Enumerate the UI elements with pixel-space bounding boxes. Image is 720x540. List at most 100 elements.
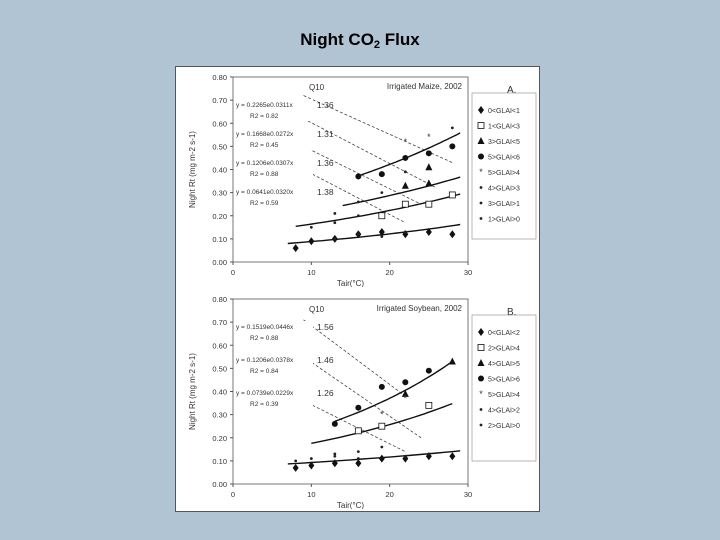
title-end: Flux <box>380 30 420 49</box>
fit-curve <box>342 176 461 207</box>
data-point <box>401 200 409 208</box>
equation-background <box>235 157 313 179</box>
data-point <box>378 454 385 463</box>
x-tick-label: 30 <box>464 268 472 277</box>
data-point <box>403 230 407 234</box>
data-point <box>380 191 384 195</box>
data-point <box>425 200 433 208</box>
data-point: * <box>380 410 384 420</box>
data-point <box>450 126 454 130</box>
x-axis-label: Tair(°C) <box>337 501 365 509</box>
legend-label: 3>GLAI>1 <box>488 201 520 208</box>
fit-r-squared: R2 = 0.39 <box>250 401 279 408</box>
fit-equation: y = 0.2265e0.0311x <box>236 102 294 109</box>
equation-background <box>235 321 313 343</box>
equation-background <box>235 387 313 409</box>
data-point <box>378 171 385 178</box>
fit-equation: y = 0.0739e0.0229x <box>236 390 294 397</box>
data-point <box>378 422 386 430</box>
data-point <box>333 454 337 458</box>
data-point <box>477 344 485 351</box>
data-point <box>355 459 362 468</box>
fit-r-squared: R2 = 0.82 <box>250 113 279 120</box>
x-tick-label: 0 <box>231 268 235 277</box>
data-point <box>294 459 298 463</box>
data-point <box>333 221 337 225</box>
panel-letter: B. <box>507 307 516 318</box>
q10-guide-line <box>303 400 406 452</box>
data-point <box>333 212 337 215</box>
y-tick-label: 0.10 <box>212 457 227 466</box>
data-point <box>425 179 433 187</box>
equation-background <box>235 128 313 150</box>
data-point: * <box>404 393 408 403</box>
y-tick-label: 0.70 <box>212 318 227 327</box>
q10-value: 1.36 <box>317 100 334 110</box>
y-tick-label: 0.80 <box>212 295 227 304</box>
q10-value: 1.46 <box>317 355 334 365</box>
data-point <box>402 379 409 386</box>
q10-guide-line <box>303 169 406 224</box>
data-point <box>479 423 483 427</box>
data-point <box>401 181 409 189</box>
fit-equation: y = 0.1206e0.0378x <box>236 357 294 364</box>
legend-label: 4>GLAI>5 <box>488 361 520 368</box>
equation-background <box>235 186 313 208</box>
data-point: * <box>479 389 483 399</box>
q10-guide-line <box>303 118 437 189</box>
data-point <box>449 452 456 461</box>
legend-label: 5>GLAI>4 <box>488 392 520 399</box>
data-point <box>309 225 313 229</box>
legend-label: 1<GLAI<3 <box>488 124 520 131</box>
legend-label: 2>GLAI>0 <box>488 423 520 430</box>
data-point <box>479 186 483 189</box>
q10-guide-line <box>303 356 422 439</box>
fit-equation: y = 0.1668e0.0272x <box>236 131 294 138</box>
y-axis-label: Night Rt (mg m-2 s-1) <box>188 353 197 430</box>
data-point <box>479 201 483 205</box>
data-point <box>478 375 484 382</box>
data-point <box>477 122 485 129</box>
data-point <box>402 230 409 239</box>
data-point <box>292 463 299 472</box>
panel-title: Irrigated Maize, 2002 <box>387 82 463 91</box>
data-point <box>356 214 360 218</box>
equation-background <box>235 99 313 121</box>
data-point <box>355 404 362 411</box>
y-tick-label: 0.40 <box>212 166 227 175</box>
data-point <box>401 389 409 397</box>
legend-label: 2>GLAI>4 <box>488 346 520 353</box>
data-point: * <box>479 167 483 177</box>
data-point <box>309 457 313 460</box>
legend-label: 5>GLAI>4 <box>488 170 520 177</box>
y-tick-label: 0.40 <box>212 388 227 397</box>
x-axis-label: Tair(°C) <box>337 279 365 287</box>
equation-background <box>235 354 313 376</box>
data-point <box>378 227 385 236</box>
soybean-chart: 0.00 0.10 0.20 0.30 0.40 0.50 0.60 0.70 0.80 0 10 2… <box>188 295 537 509</box>
y-tick-label: 0.50 <box>212 142 227 151</box>
x-tick-label: 20 <box>385 490 393 499</box>
data-point: * <box>427 132 431 142</box>
data-point <box>478 328 484 336</box>
y-tick-label: 0.30 <box>212 411 227 420</box>
y-tick-label: 0.70 <box>212 96 227 105</box>
data-point: * <box>404 137 408 147</box>
data-point <box>479 408 483 411</box>
data-point <box>425 150 432 157</box>
fit-r-squared: R2 = 0.88 <box>250 171 279 178</box>
x-tick-label: 30 <box>464 490 472 499</box>
data-point <box>356 450 360 454</box>
data-point <box>425 401 433 409</box>
y-tick-label: 0.20 <box>212 434 227 443</box>
data-point <box>331 420 338 427</box>
legend-label: 5>GLAI>6 <box>488 377 520 384</box>
panel-letter: A. <box>507 85 516 96</box>
x-tick-label: 10 <box>307 268 315 277</box>
legend-label: 0<GLAI<1 <box>488 108 520 115</box>
data-point <box>402 154 409 161</box>
data-point <box>425 163 433 171</box>
legend-box <box>471 92 537 240</box>
legend-label: 5>GLAI<6 <box>488 155 520 162</box>
x-tick-label: 20 <box>385 268 393 277</box>
